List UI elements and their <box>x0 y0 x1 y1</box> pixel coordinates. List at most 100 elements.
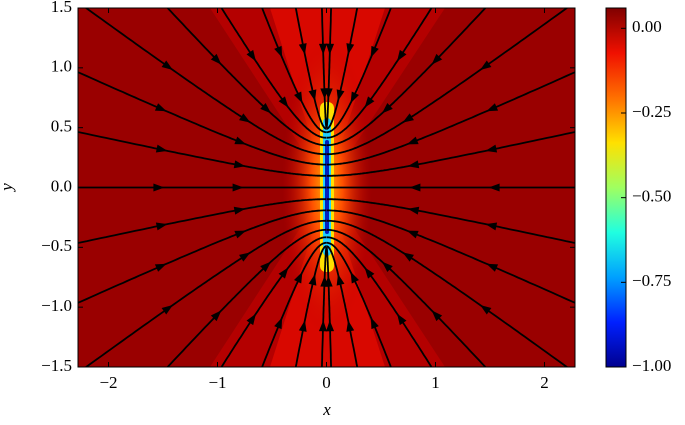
streamline <box>261 241 327 367</box>
stream-arrow <box>234 136 247 145</box>
stream-arrow <box>485 222 498 231</box>
stream-arrow <box>406 136 419 145</box>
x-tick-label: 2 <box>540 373 549 392</box>
stream-arrow <box>409 183 421 192</box>
y-tick-label: −0.5 <box>41 236 72 255</box>
streamline <box>326 131 575 177</box>
stream-arrow <box>155 144 168 153</box>
stream-arrow <box>233 206 246 215</box>
stream-arrow <box>298 43 307 55</box>
y-tick-label: 0.0 <box>51 176 72 195</box>
streamline <box>78 71 327 166</box>
stream-arrow <box>326 320 335 332</box>
streamline <box>326 241 392 367</box>
stream-arrow <box>336 273 345 286</box>
streamline <box>326 236 433 367</box>
y-tick-label: −1.0 <box>41 296 72 315</box>
stream-arrow <box>239 252 251 262</box>
stream-arrow <box>239 113 251 123</box>
streamline <box>326 8 569 156</box>
stream-arrow <box>397 49 407 62</box>
stream-arrow <box>232 183 244 192</box>
stream-arrow <box>278 96 289 108</box>
streamline <box>326 8 487 147</box>
stream-arrow <box>154 263 167 272</box>
stream-arrow <box>318 43 327 55</box>
stream-arrow <box>431 53 443 65</box>
stream-arrow <box>324 88 333 100</box>
stream-arrow <box>153 183 165 192</box>
y-tick-label: 1.5 <box>51 0 72 16</box>
stream-arrow <box>402 113 414 123</box>
stream-arrow <box>381 102 393 114</box>
y-tick-label: −1.5 <box>41 356 72 375</box>
stream-arrow <box>278 267 289 279</box>
field <box>78 8 575 367</box>
x-tick-label: −1 <box>208 373 226 392</box>
colorbar-tick-label: −0.50 <box>632 187 671 206</box>
stream-arrow <box>350 91 359 104</box>
stream-arrow <box>294 271 303 284</box>
stream-arrow <box>406 230 419 239</box>
stream-arrow <box>318 320 327 332</box>
streamline <box>294 8 327 130</box>
stream-arrow <box>407 160 420 169</box>
colorbar-tick-label: 0.00 <box>632 17 662 36</box>
streamline <box>326 71 575 166</box>
stream-arrow <box>407 206 420 215</box>
stream-arrow <box>402 252 414 262</box>
stream-arrow <box>486 103 499 112</box>
streamline <box>294 245 327 367</box>
streamline <box>326 8 433 139</box>
y-axis-label: y <box>0 183 16 193</box>
stream-arrow <box>370 317 379 330</box>
streamline <box>326 228 487 367</box>
streamline <box>78 131 327 177</box>
stream-arrow <box>246 49 256 62</box>
stream-arrow <box>488 183 500 192</box>
stream-arrow <box>346 43 355 55</box>
streamline <box>326 209 575 304</box>
stream-arrow <box>154 103 167 112</box>
field-wedge <box>210 8 445 367</box>
stream-arrow <box>274 317 283 330</box>
x-tick-label: −2 <box>99 373 117 392</box>
stream-arrow <box>397 313 407 326</box>
stream-arrow <box>346 320 355 332</box>
stream-arrow <box>274 45 283 58</box>
streamline <box>84 219 327 367</box>
colorbar-tick-label: −1.00 <box>632 356 671 375</box>
stream-arrow <box>308 89 317 102</box>
streamline <box>326 8 392 134</box>
stream-arrow <box>161 304 173 315</box>
streamline <box>326 198 575 244</box>
stream-arrow <box>260 102 272 114</box>
streamline <box>326 219 569 367</box>
stream-arrow <box>234 230 247 239</box>
stream-arrow <box>381 261 393 273</box>
stream-arrow <box>480 60 492 71</box>
stream-arrow <box>364 267 375 279</box>
streamline <box>220 236 327 367</box>
stream-arrow <box>350 271 359 284</box>
streamline <box>166 8 327 147</box>
colorbar-tick-label: −0.75 <box>632 271 671 290</box>
streamline <box>261 8 327 134</box>
streamline <box>326 245 359 367</box>
stream-arrow <box>326 43 335 55</box>
stream-arrow <box>260 261 272 273</box>
stream-arrow <box>308 273 317 286</box>
stream-arrow <box>210 310 222 322</box>
stream-arrow <box>364 96 375 108</box>
y-tick-label: 1.0 <box>51 57 72 76</box>
stream-arrow <box>233 160 246 169</box>
x-tick-label: 0 <box>322 373 331 392</box>
streamline <box>326 8 359 130</box>
streamline <box>78 209 327 304</box>
streamline <box>84 8 327 156</box>
streamline <box>166 228 327 367</box>
stream-arrow <box>486 263 499 272</box>
stream-arrow <box>431 310 443 322</box>
stream-arrow <box>246 313 256 326</box>
